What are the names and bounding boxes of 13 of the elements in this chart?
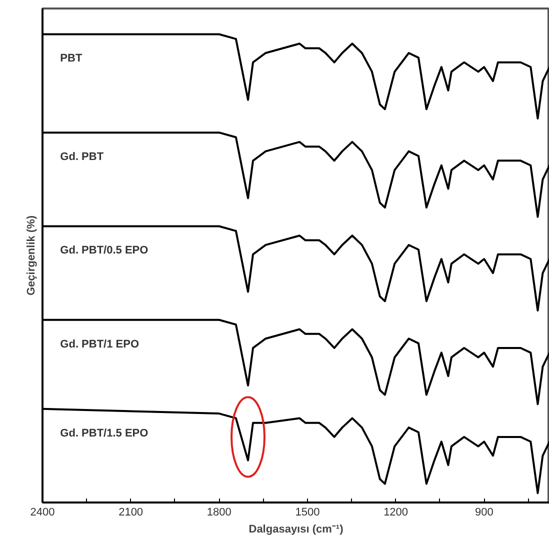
x-tick-label: 900 (474, 506, 494, 518)
series-label: Gd. PBT/0.5 EPO (60, 244, 149, 257)
x-tick-label: 2400 (30, 506, 55, 518)
series-label: Gd. PBT/1 EPO (60, 338, 140, 350)
series-label: Gd. PBT/1.5 EPO (60, 427, 149, 440)
x-axis-title: Dalgasayısı (cm⁻¹) (248, 524, 344, 536)
x-tick-label: 1500 (295, 506, 320, 518)
series-label: Gd. PBT (60, 151, 104, 164)
x-tick-label: 2100 (118, 506, 144, 518)
y-axis-title: Geçirgenlik (%) (26, 215, 38, 296)
x-tick-label: 1800 (206, 506, 232, 518)
series-label: PBT (60, 52, 82, 65)
x-tick-label: 1200 (384, 506, 408, 518)
